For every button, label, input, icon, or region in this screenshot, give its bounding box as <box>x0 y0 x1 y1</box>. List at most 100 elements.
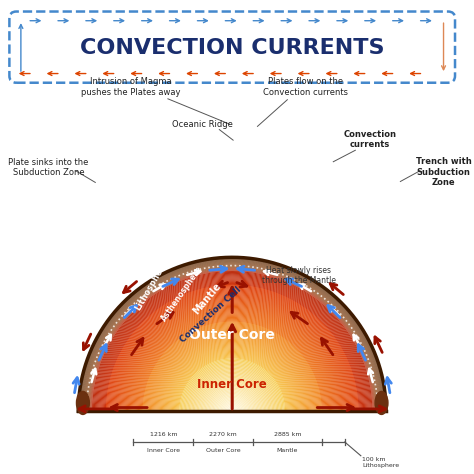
Wedge shape <box>123 302 341 411</box>
Wedge shape <box>183 362 281 411</box>
Wedge shape <box>227 406 237 411</box>
Wedge shape <box>178 357 286 411</box>
Wedge shape <box>195 374 269 411</box>
Wedge shape <box>161 340 303 411</box>
Wedge shape <box>142 321 323 411</box>
Wedge shape <box>89 268 375 411</box>
Wedge shape <box>174 353 291 411</box>
Wedge shape <box>144 322 321 411</box>
Wedge shape <box>124 303 340 411</box>
Wedge shape <box>82 262 382 411</box>
Wedge shape <box>78 257 386 411</box>
Wedge shape <box>186 365 278 411</box>
Wedge shape <box>128 307 337 411</box>
Wedge shape <box>226 405 239 411</box>
Wedge shape <box>81 260 384 411</box>
Wedge shape <box>117 296 347 411</box>
Wedge shape <box>122 301 342 411</box>
Wedge shape <box>107 286 357 411</box>
Wedge shape <box>113 292 351 411</box>
Wedge shape <box>126 305 338 411</box>
Wedge shape <box>90 269 374 411</box>
Wedge shape <box>81 260 383 411</box>
Wedge shape <box>151 330 313 411</box>
Wedge shape <box>108 287 357 411</box>
Wedge shape <box>198 377 266 411</box>
Wedge shape <box>191 370 273 411</box>
Wedge shape <box>215 394 249 411</box>
Wedge shape <box>114 293 350 411</box>
Wedge shape <box>190 369 274 411</box>
Wedge shape <box>150 329 314 411</box>
Wedge shape <box>203 382 261 411</box>
Wedge shape <box>214 393 251 411</box>
Wedge shape <box>228 407 236 411</box>
Wedge shape <box>216 395 248 411</box>
Wedge shape <box>197 375 268 411</box>
Wedge shape <box>118 297 346 411</box>
Wedge shape <box>121 301 343 411</box>
Wedge shape <box>212 392 252 411</box>
Wedge shape <box>231 410 234 411</box>
Text: Trench with
Subduction
Zone: Trench with Subduction Zone <box>416 157 472 187</box>
Wedge shape <box>83 263 381 411</box>
Wedge shape <box>100 279 364 411</box>
Wedge shape <box>202 381 263 411</box>
Wedge shape <box>137 316 328 411</box>
Wedge shape <box>83 262 382 411</box>
Wedge shape <box>135 314 329 411</box>
Wedge shape <box>167 346 297 411</box>
Wedge shape <box>159 338 305 411</box>
Wedge shape <box>219 398 246 411</box>
Wedge shape <box>88 267 376 411</box>
Wedge shape <box>136 315 328 411</box>
Text: Convection Cell: Convection Cell <box>178 285 243 345</box>
Wedge shape <box>127 306 337 411</box>
Wedge shape <box>94 273 371 411</box>
Wedge shape <box>168 347 296 411</box>
Wedge shape <box>104 283 360 411</box>
Wedge shape <box>79 258 385 411</box>
Text: 2270 km: 2270 km <box>209 432 237 438</box>
Wedge shape <box>181 360 284 411</box>
Wedge shape <box>90 269 374 411</box>
Wedge shape <box>134 313 330 411</box>
Wedge shape <box>199 378 265 411</box>
Wedge shape <box>146 325 318 411</box>
Text: 100 km
Lithosphere: 100 km Lithosphere <box>362 457 399 468</box>
Wedge shape <box>146 324 319 411</box>
Wedge shape <box>86 265 378 411</box>
Wedge shape <box>172 351 292 411</box>
Wedge shape <box>111 291 353 411</box>
Wedge shape <box>187 366 277 411</box>
Text: Mantle: Mantle <box>277 447 298 453</box>
Text: CONVECTION CURRENTS: CONVECTION CURRENTS <box>80 38 384 58</box>
Wedge shape <box>92 271 372 411</box>
Wedge shape <box>194 373 271 411</box>
Wedge shape <box>162 341 302 411</box>
Wedge shape <box>89 268 375 411</box>
Wedge shape <box>106 285 358 411</box>
Wedge shape <box>160 339 304 411</box>
Wedge shape <box>207 386 257 411</box>
Wedge shape <box>85 264 379 411</box>
Wedge shape <box>148 327 316 411</box>
Wedge shape <box>156 336 308 411</box>
Wedge shape <box>220 399 244 411</box>
Wedge shape <box>164 343 301 411</box>
Text: Outer Core: Outer Core <box>189 328 275 342</box>
Wedge shape <box>99 277 366 411</box>
FancyBboxPatch shape <box>9 11 455 83</box>
Wedge shape <box>134 312 331 411</box>
Wedge shape <box>141 320 324 411</box>
Wedge shape <box>89 267 376 411</box>
Wedge shape <box>169 348 295 411</box>
Wedge shape <box>185 364 280 411</box>
Wedge shape <box>178 356 287 411</box>
Wedge shape <box>85 264 380 411</box>
Wedge shape <box>229 409 235 411</box>
Wedge shape <box>129 308 336 411</box>
Wedge shape <box>93 272 372 411</box>
Wedge shape <box>80 259 384 411</box>
Wedge shape <box>79 258 386 411</box>
